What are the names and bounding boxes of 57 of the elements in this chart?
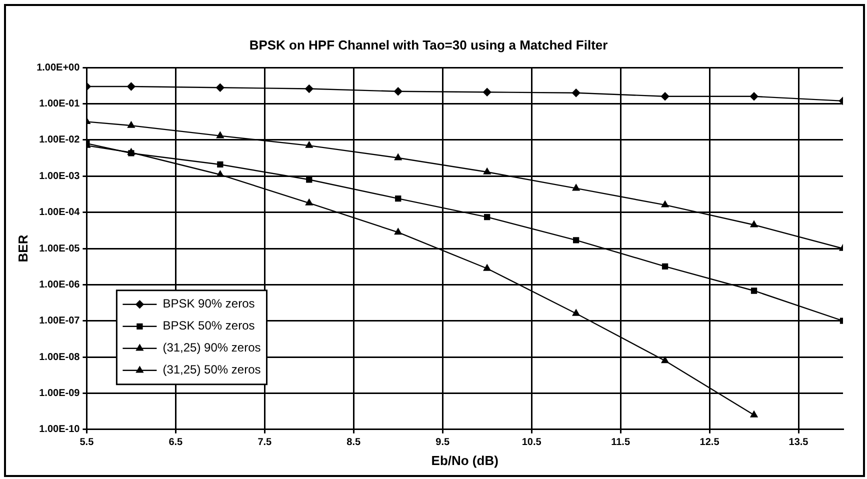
x-tick-label: 6.5 bbox=[168, 437, 184, 448]
point bbox=[395, 195, 402, 202]
x-tick-label: 13.5 bbox=[788, 437, 809, 448]
chart-title: BPSK on HPF Channel with Tao=30 using a Matched Filter bbox=[249, 37, 608, 52]
y-tick-label: 1.00E-01 bbox=[39, 98, 80, 110]
point bbox=[217, 161, 224, 168]
point bbox=[483, 264, 491, 271]
point bbox=[572, 237, 580, 244]
point bbox=[306, 198, 313, 206]
y-tick-label: 1.00E-08 bbox=[39, 352, 80, 363]
point bbox=[394, 154, 402, 160]
point bbox=[750, 220, 758, 228]
point bbox=[216, 84, 224, 92]
y-tick-label: 1.00E-05 bbox=[39, 243, 80, 254]
point bbox=[483, 168, 491, 174]
point bbox=[750, 92, 758, 100]
point bbox=[306, 176, 312, 183]
y-tick-label: 1.00E-04 bbox=[39, 207, 80, 218]
point bbox=[482, 88, 492, 96]
legend-label: BPSK 50% zeros bbox=[162, 318, 255, 333]
x-tick-label: 5.5 bbox=[80, 437, 94, 448]
y-tick-label: 1.00E-10 bbox=[39, 424, 80, 436]
y-tick-label: 1.00E-02 bbox=[39, 134, 80, 146]
point bbox=[572, 88, 580, 97]
point bbox=[306, 141, 313, 148]
point bbox=[484, 214, 490, 220]
point bbox=[572, 309, 580, 316]
point bbox=[216, 132, 224, 138]
point bbox=[661, 200, 669, 208]
legend-label: (31,25) 90% zeros bbox=[162, 340, 261, 355]
point bbox=[394, 87, 402, 96]
point bbox=[305, 84, 314, 93]
point bbox=[750, 288, 758, 294]
point bbox=[750, 410, 758, 418]
legend-label: BPSK 90% zeros bbox=[162, 296, 255, 311]
y-tick-label: 1.00E-06 bbox=[39, 279, 80, 290]
y-tick-label: 1.00E-03 bbox=[39, 170, 80, 182]
point bbox=[127, 82, 136, 91]
x-tick-label: 9.5 bbox=[436, 437, 450, 448]
point bbox=[394, 228, 402, 235]
x-tick-label: 8.5 bbox=[346, 437, 362, 448]
x-tick-label: 10.5 bbox=[522, 437, 542, 448]
legend-label: (31,25) 50% zeros bbox=[162, 362, 261, 377]
point bbox=[660, 92, 670, 100]
y-axis-title: BER bbox=[15, 234, 30, 262]
y-tick-label: 1.00E-09 bbox=[39, 388, 80, 399]
y-tick-label: 1.00E-07 bbox=[39, 316, 80, 327]
point bbox=[572, 184, 580, 191]
point bbox=[662, 263, 668, 270]
point bbox=[128, 150, 134, 156]
x-tick-label: 12.5 bbox=[700, 437, 720, 448]
point bbox=[128, 121, 135, 128]
x-tick-label: 7.5 bbox=[258, 437, 272, 448]
x-tick-label: 11.5 bbox=[611, 437, 630, 448]
point bbox=[661, 356, 669, 364]
y-tick-label: 1.00E+00 bbox=[36, 62, 80, 74]
x-axis-title: Eb/No (dB) bbox=[431, 452, 498, 468]
